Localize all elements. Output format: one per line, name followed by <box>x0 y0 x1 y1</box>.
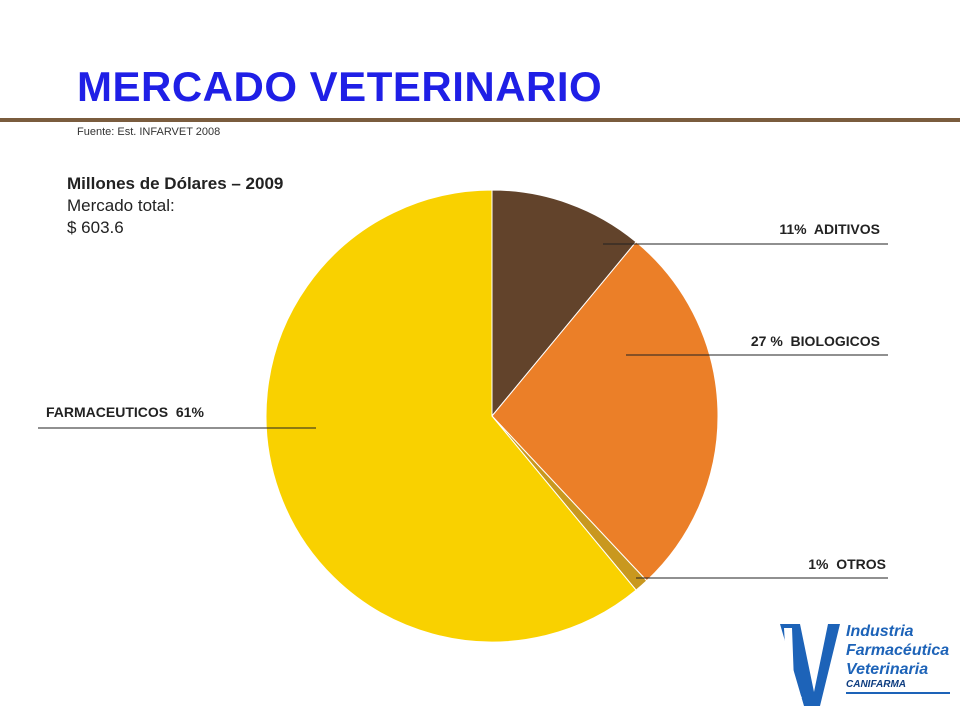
total-market-label: Mercado total: <box>67 196 175 215</box>
leader-lines <box>38 243 888 579</box>
logo-line-3: Veterinaria <box>846 661 929 678</box>
slice-label-aditivos: 11% ADITIVOS <box>779 221 880 237</box>
logo-line-1: Industria <box>846 623 914 640</box>
canifarma-logo: Industria Farmacéutica Veterinaria CANIF… <box>780 622 952 708</box>
pie-slice-biologicos <box>491 241 719 582</box>
logo-underline <box>846 692 950 694</box>
source-note: Fuente: Est. INFARVET 2008 <box>77 126 221 138</box>
units-label: Millones de Dólares – 2009 <box>67 174 284 193</box>
pie-slice-aditivos <box>491 189 637 418</box>
total-market-value: $ 603.6 <box>67 218 124 237</box>
slice-labels: 11% ADITIVOS 27 % BIOLOGICOS 1% OTROS FARMA… <box>46 221 886 572</box>
page-title: MERCADO VETERINARIO <box>77 63 603 110</box>
slice-label-otros: 1% OTROS <box>808 556 886 572</box>
slice-label-farmaceuticos: FARMACEUTICOS 61% <box>46 404 204 420</box>
slice-label-biologicos: 27 % BIOLOGICOS <box>751 333 880 349</box>
logo-text: Industria Farmacéutica Veterinaria CANIF… <box>846 622 949 691</box>
title-divider <box>0 118 960 122</box>
logo-mark-icon <box>780 624 840 706</box>
pie-slices <box>265 189 719 643</box>
pie-slice-farmaceuticos <box>265 189 637 643</box>
logo-line-4: CANIFARMA <box>846 679 906 690</box>
market-info: Millones de Dólares – 2009 Mercado total… <box>67 173 283 239</box>
logo-line-2: Farmacéutica <box>846 642 950 659</box>
